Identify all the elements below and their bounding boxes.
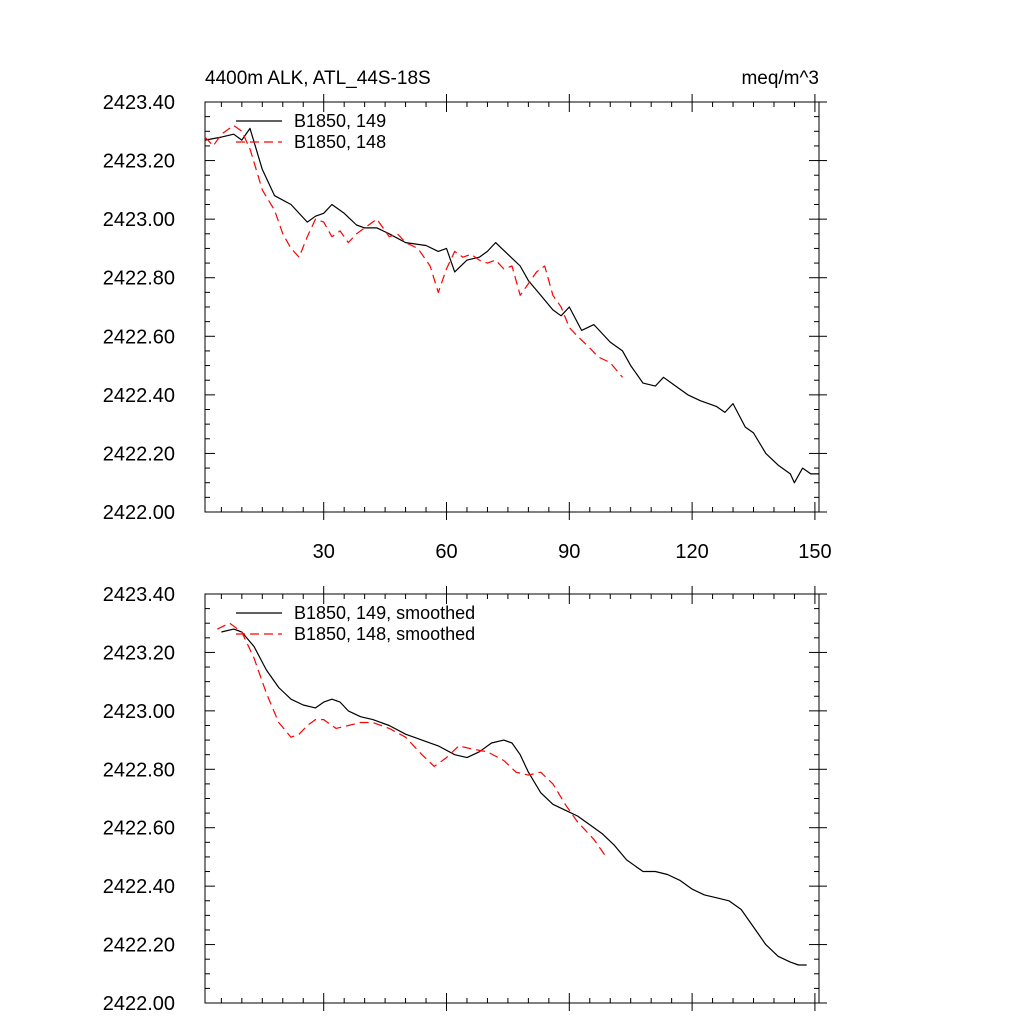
- series-line-dashed-red: [204, 124, 623, 378]
- x-tick-label: 30: [313, 541, 335, 563]
- y-tick-label: 2423.20: [103, 151, 175, 173]
- y-tick-label: 2422.80: [103, 268, 175, 290]
- legend-label: B1850, 148: [294, 132, 386, 152]
- series-line-solid-black: [204, 127, 819, 484]
- y-tick-label: 2422.60: [103, 818, 175, 840]
- y-tick-label: 2423.40: [103, 584, 175, 606]
- y-tick-label: 2422.00: [103, 993, 175, 1015]
- plot-frame: [204, 101, 820, 513]
- y-tick-label: 2422.20: [103, 443, 175, 465]
- x-tick-label: 60: [435, 541, 457, 563]
- y-tick-label: 2423.00: [103, 209, 175, 231]
- y-tick-label: 2422.60: [103, 326, 175, 348]
- x-tick-label: 150: [798, 541, 831, 563]
- y-tick-label: 2422.20: [103, 935, 175, 957]
- series-line-dashed-red: [217, 622, 607, 858]
- legend-label: B1850, 149, smoothed: [294, 603, 475, 623]
- x-tick-label: 90: [558, 541, 580, 563]
- y-tick-label: 2423.00: [103, 701, 175, 723]
- y-tick-label: 2423.40: [103, 92, 175, 114]
- plot-frame: [204, 593, 820, 1004]
- y-tick-label: 2422.40: [103, 385, 175, 407]
- top-chart-panel: 4400m ALK, ATL_44S-18S meq/m^3 30 60 90 120…: [103, 68, 832, 563]
- series-line-solid-black: [221, 628, 807, 966]
- bottom-chart-panel: 2422.00 2422.20 2422.40 2422.60 2422.80 2423.…: [103, 584, 827, 1015]
- y-tick-label: 2422.00: [103, 502, 175, 524]
- top-chart-title: 4400m ALK, ATL_44S-18S: [205, 68, 431, 89]
- legend-label: B1850, 148, smoothed: [294, 624, 475, 644]
- top-chart-units: meq/m^3: [741, 68, 819, 89]
- x-tick-label: 120: [675, 541, 708, 563]
- legend-label: B1850, 149: [294, 111, 386, 131]
- y-tick-label: 2423.20: [103, 642, 175, 664]
- y-tick-label: 2422.40: [103, 876, 175, 898]
- y-tick-label: 2422.80: [103, 759, 175, 781]
